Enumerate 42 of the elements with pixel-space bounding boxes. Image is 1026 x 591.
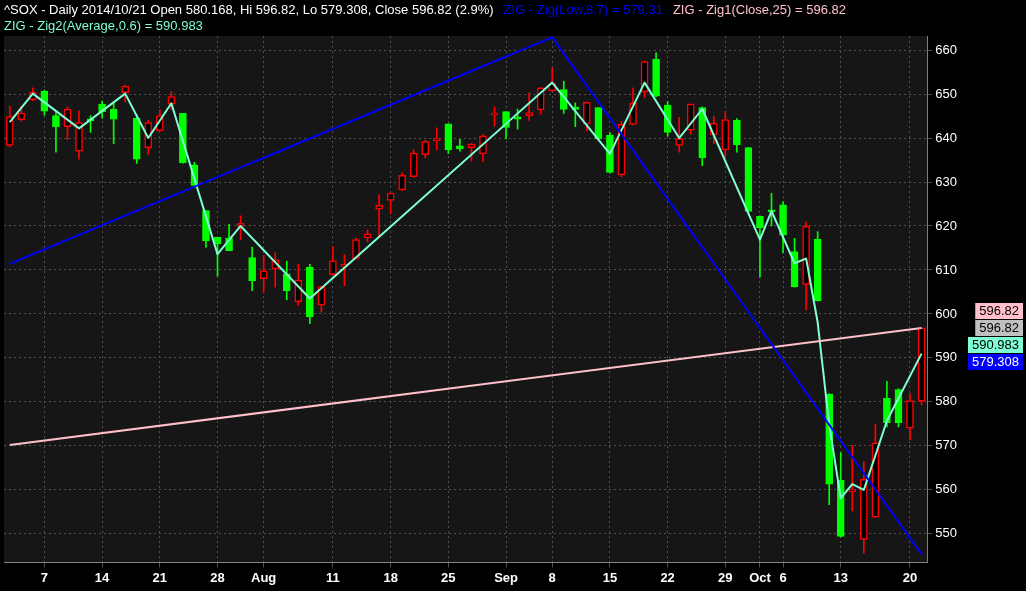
text: ZIG - Zig2(Average,0.6) = 590.983 [4,17,203,33]
x-tick-label: Aug [251,569,277,585]
candlestick [259,255,268,294]
x-tick-label: 18 [383,569,398,585]
x-tick-label: 21 [152,569,168,585]
y-tick-label: 640 [935,129,958,145]
chart-title: ^SOX - Daily 2014/10/21 Open 580.168, Hi 596.82, Lo 579.308, Close 596.82 (2.9%) [4,1,494,17]
x-tick-label: 25 [441,569,456,585]
y-tick-label: 570 [935,437,958,453]
y-tick-label: 650 [935,85,958,101]
x-tick-label: 22 [660,569,675,585]
y-tick-label: 620 [935,217,958,233]
y-tick-label: 600 [935,305,958,321]
x-tick-label: 8 [548,569,556,585]
x-tick-label: Sep [494,569,519,585]
candlestick [848,445,857,512]
x-tick-label: 13 [833,569,848,585]
x-tick-label: 6 [779,569,787,585]
candlestick [375,194,383,237]
x-tick-label: 28 [210,569,225,585]
x-tick-label: 7 [40,569,49,585]
y-tick-label: 610 [935,261,958,277]
x-tick-label: 20 [902,569,918,585]
x-tick-label: 14 [94,569,111,585]
candlestick [432,127,441,151]
text: 579.308 [972,354,1019,370]
x-tick-label: 11 [326,569,340,585]
y-tick-label: 590 [935,349,958,365]
x-tick-label: Oct [749,569,772,585]
text: ZIG - Zig1(Close,25) = 596.82 [672,1,846,17]
y-tick-label: 560 [935,481,958,497]
x-tick-label: 29 [718,569,733,585]
y-tick-label: 660 [935,41,958,57]
y-tick-label: 630 [935,173,958,189]
candlestick [456,139,464,152]
x-tick-label: 15 [602,569,618,585]
y-tick-label: 580 [935,393,958,409]
text: 590.983 [972,337,1019,353]
text: 596.82 [979,303,1019,319]
text: 596.82 [979,320,1019,336]
text: ZIG - Zig(Low,8.7) = 579.31 [503,1,663,17]
y-tick-label: 550 [935,525,958,541]
